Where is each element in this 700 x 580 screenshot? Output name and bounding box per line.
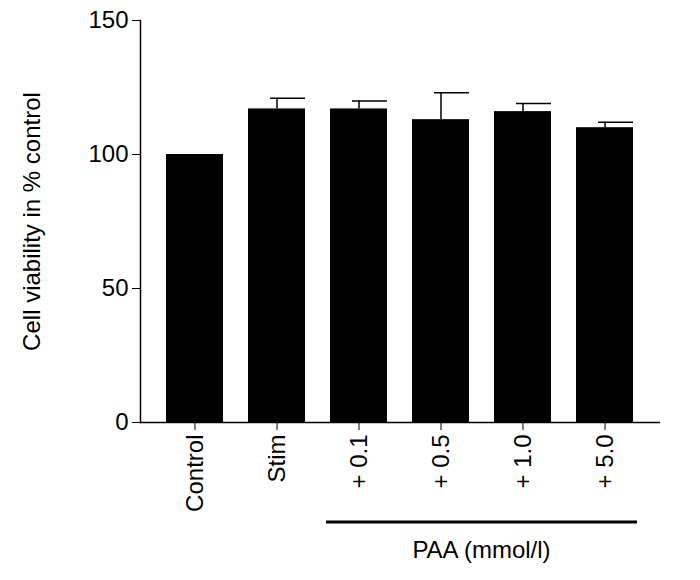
svg-text:+ 0.5: + 0.5 — [427, 435, 454, 489]
svg-text:Cell viability in % control: Cell viability in % control — [18, 92, 45, 351]
svg-text:+ 0.1: + 0.1 — [345, 435, 372, 489]
svg-text:+ 1.0: + 1.0 — [509, 435, 536, 489]
svg-text:100: 100 — [88, 140, 128, 167]
svg-text:0: 0 — [115, 408, 128, 435]
svg-text:Control: Control — [181, 435, 208, 512]
svg-text:PAA (mmol/l): PAA (mmol/l) — [412, 536, 550, 563]
svg-text:+ 5.0: + 5.0 — [591, 435, 618, 489]
svg-text:50: 50 — [102, 274, 129, 301]
svg-text:Stim: Stim — [263, 435, 290, 483]
svg-text:150: 150 — [88, 6, 128, 33]
